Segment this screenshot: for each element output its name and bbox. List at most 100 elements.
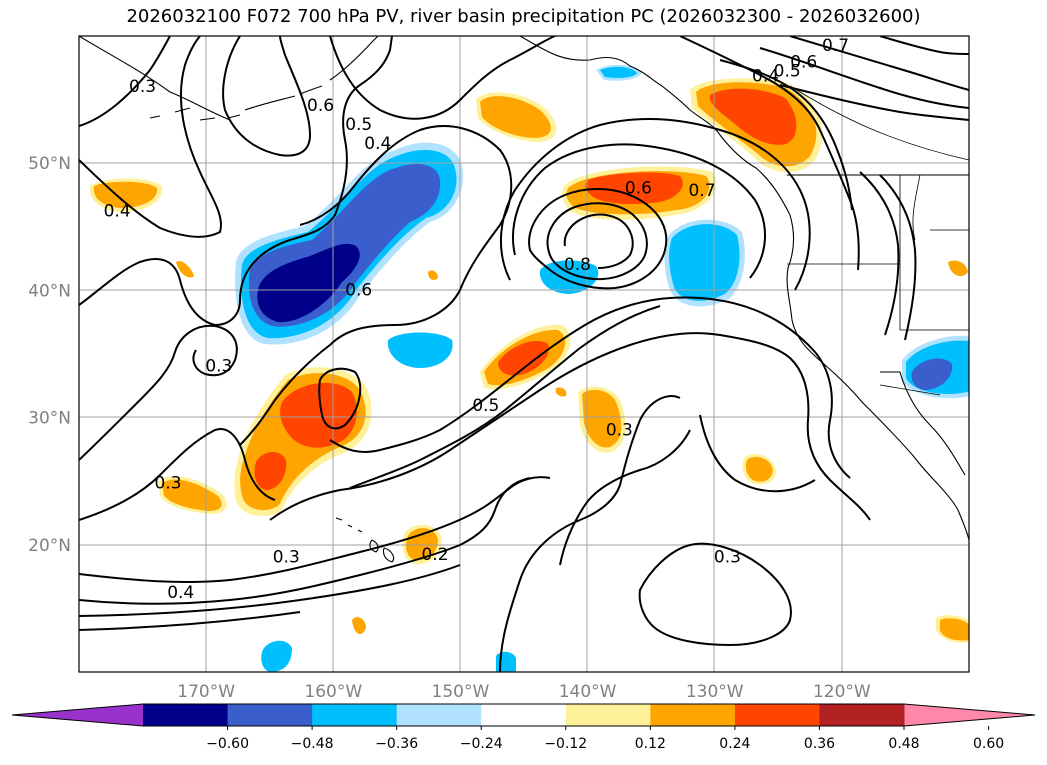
precip-positive-region bbox=[582, 389, 622, 448]
pv-contour-line bbox=[719, 59, 853, 211]
pv-contour-line bbox=[79, 324, 238, 461]
contour-label: 0.5 bbox=[472, 396, 499, 416]
pv-contour-line bbox=[879, 174, 917, 341]
pv-contour-line bbox=[79, 36, 222, 238]
pv-contour-line bbox=[789, 36, 969, 91]
colorbar-tick-label: 0.48 bbox=[888, 736, 919, 752]
precip-positive-region bbox=[948, 260, 968, 277]
precip-positive-region bbox=[428, 270, 438, 280]
colorbar-segment bbox=[481, 704, 567, 726]
colorbar-under-triangle bbox=[12, 704, 143, 726]
pv-contour-line bbox=[699, 414, 816, 493]
colorbar-tick-label: 0.36 bbox=[804, 736, 835, 752]
pv-contour-line bbox=[79, 611, 301, 631]
precip-positive-region bbox=[280, 382, 357, 448]
gulf-alaska-coast bbox=[519, 36, 969, 541]
hawaii-islands bbox=[335, 517, 395, 563]
contour-label: 0.4 bbox=[752, 67, 779, 87]
pv-contour-line bbox=[563, 213, 634, 269]
pv-contour-line bbox=[239, 125, 513, 446]
map-frame bbox=[78, 35, 970, 673]
colorbar-outline bbox=[11, 703, 1036, 727]
colorbar-segment bbox=[396, 704, 482, 726]
pv-contour-line bbox=[79, 428, 276, 521]
pv-contour-line bbox=[559, 429, 691, 566]
colorbar-segment bbox=[143, 704, 229, 726]
precip-positive-region bbox=[162, 479, 222, 511]
pv-contour-line bbox=[79, 477, 531, 605]
pv-contour-line bbox=[329, 296, 851, 479]
precip-positive-region bbox=[940, 618, 969, 641]
colorbar-tick-label: −0.24 bbox=[460, 736, 503, 752]
colorbar-segment bbox=[819, 704, 905, 726]
contour-label: 0.3 bbox=[714, 548, 741, 568]
lon-tick-label: 140°W bbox=[559, 682, 617, 702]
contour-label: 0.4 bbox=[167, 583, 194, 603]
precip-positive-region bbox=[254, 451, 287, 490]
colorbar-tick-label: −0.36 bbox=[375, 736, 418, 752]
contour-label: 0.4 bbox=[104, 202, 131, 222]
pv-contour-line bbox=[222, 36, 312, 157]
contour-label: 0.6 bbox=[345, 280, 372, 300]
contour-label: 0.3 bbox=[273, 548, 300, 568]
contour-label: 0.2 bbox=[421, 545, 448, 565]
lat-tick-labels: 20°N 30°N 40°N 50°N bbox=[28, 154, 71, 556]
colorbar-tick-labels: −0.60 −0.48 −0.36 −0.24 −0.12 0.12 0.24 0.36 0.4… bbox=[206, 726, 1004, 752]
colorbar-tick-label: −0.60 bbox=[206, 736, 249, 752]
contour-label: 0.7 bbox=[688, 181, 715, 201]
lon-tick-label: 120°W bbox=[813, 682, 871, 702]
pv-contour-line bbox=[269, 332, 871, 521]
contour-label: 0.3 bbox=[606, 420, 633, 440]
contour-label: 0.6 bbox=[307, 96, 334, 116]
pv-contour-line bbox=[546, 202, 648, 281]
lon-tick-label: 150°W bbox=[432, 682, 490, 702]
colorbar-segment bbox=[312, 704, 398, 726]
lat-tick-label: 50°N bbox=[28, 154, 71, 174]
lon-tick-labels: 170°W 160°W 150°W 140°W 130°W 120°W bbox=[177, 682, 871, 702]
precip-negative-region bbox=[911, 358, 953, 390]
colorbar-tick-label: 0.60 bbox=[973, 736, 1004, 752]
pv-contour-line bbox=[879, 36, 969, 55]
pv-contour-line bbox=[79, 476, 551, 584]
lat-tick-label: 20°N bbox=[28, 536, 71, 556]
lat-tick-label: 40°N bbox=[28, 281, 71, 301]
pv-contour-line bbox=[79, 564, 461, 617]
precip-positive-region bbox=[555, 387, 567, 397]
pv-contour-line bbox=[759, 47, 969, 109]
contour-label: 0.4 bbox=[364, 134, 391, 154]
precip-negative-region bbox=[261, 640, 292, 672]
pv-contour-line bbox=[329, 36, 556, 120]
contour-label: 0.3 bbox=[129, 77, 156, 97]
pv-contour-line bbox=[79, 36, 171, 127]
colorbar-tick-label: −0.12 bbox=[544, 736, 587, 752]
colorbar-tick-label: −0.48 bbox=[291, 736, 334, 752]
precip-positive-region bbox=[352, 617, 366, 635]
pv-contour-line bbox=[638, 542, 792, 647]
contour-label: 0.3 bbox=[205, 357, 232, 377]
colorbar-segment bbox=[227, 704, 313, 726]
pv-contours bbox=[79, 36, 969, 672]
contour-label: 0.8 bbox=[564, 255, 591, 275]
colorbar-segment bbox=[650, 704, 736, 726]
precip-negative-region bbox=[600, 66, 637, 78]
colorbar-segments bbox=[143, 704, 905, 726]
precip-positive-region bbox=[745, 457, 773, 482]
pv-contour-line bbox=[528, 188, 668, 290]
colorbar-over-triangle bbox=[904, 704, 1035, 726]
colorbar: −0.60 −0.48 −0.36 −0.24 −0.12 0.12 0.24 0.36 0.4… bbox=[11, 703, 1036, 752]
page-title: 2026032100 F072 700 hPa PV, river basin … bbox=[126, 6, 921, 27]
state-borders bbox=[787, 174, 969, 396]
pv-contour-line bbox=[79, 36, 393, 327]
contour-label: 0.3 bbox=[154, 474, 181, 494]
pv-contour-line bbox=[499, 117, 811, 291]
pv-contour-line bbox=[499, 395, 681, 672]
pv-contour-line bbox=[679, 36, 860, 271]
contour-labels: 0.30.60.50.40.40.60.30.6 0.70.80.50.30.30… bbox=[104, 36, 849, 603]
pv-contour-line bbox=[779, 84, 969, 121]
colorbar-segment bbox=[734, 704, 820, 726]
contour-label: 0.5 bbox=[774, 62, 801, 82]
lon-tick-label: 170°W bbox=[177, 682, 235, 702]
baja-coast bbox=[880, 371, 966, 476]
precip-positive-region bbox=[176, 261, 194, 278]
